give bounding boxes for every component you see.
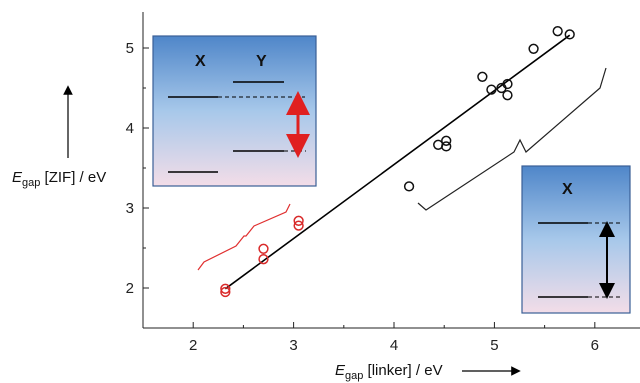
red-data-point bbox=[293, 215, 304, 226]
red-group-bracket bbox=[197, 203, 291, 271]
svg-text:Egap [ZIF] / eV: Egap [ZIF] / eV bbox=[12, 169, 106, 189]
red-data-point bbox=[220, 283, 231, 294]
y-axis-text: [ZIF] / eV bbox=[40, 169, 106, 186]
black-data-point bbox=[477, 71, 488, 82]
x-ticks: 2 3 4 5 6 bbox=[142, 322, 599, 354]
black-data-point bbox=[441, 141, 452, 152]
svg-text:Egap [linker] / eV: Egap [linker] / eV bbox=[335, 362, 443, 382]
x-axis-title: Egap [linker] / eV bbox=[335, 362, 521, 382]
red-data-point bbox=[258, 243, 269, 254]
inset-xy-label-x: X bbox=[195, 53, 206, 70]
y-axis-symbol: E bbox=[12, 169, 23, 186]
y-tick-label-3: 3 bbox=[126, 200, 134, 217]
x-tick-label-4: 4 bbox=[390, 337, 398, 354]
inset-x-frame bbox=[521, 165, 631, 314]
red-data-point bbox=[293, 220, 304, 231]
inset-x-label-x: X bbox=[562, 181, 573, 198]
black-data-point bbox=[441, 135, 452, 146]
inset-x-diagram: X bbox=[521, 165, 631, 314]
x-tick-label-6: 6 bbox=[591, 337, 599, 354]
red-data-point bbox=[258, 254, 269, 265]
x-axis-text: [linker] / eV bbox=[363, 362, 442, 379]
data-points bbox=[220, 26, 575, 298]
inset-xy-label-y: Y bbox=[256, 53, 267, 70]
x-tick-label-5: 5 bbox=[490, 337, 498, 354]
black-data-point bbox=[564, 29, 575, 40]
black-data-point bbox=[502, 78, 513, 90]
x-tick-label-2: 2 bbox=[189, 337, 197, 354]
y-axis-subscript: gap bbox=[22, 177, 40, 189]
y-axis-title: Egap [ZIF] / eV bbox=[12, 85, 106, 189]
x-axis-symbol: E bbox=[335, 362, 346, 379]
y-tick-label-4: 4 bbox=[126, 120, 134, 137]
black-group-bracket bbox=[417, 67, 607, 211]
inset-xy-frame bbox=[152, 35, 317, 187]
fit-line-group bbox=[224, 34, 571, 290]
black-data-point bbox=[552, 26, 563, 37]
black-data-point bbox=[403, 181, 415, 192]
y-ticks: 2 3 4 5 bbox=[126, 40, 149, 329]
black-data-point bbox=[528, 43, 539, 54]
x-axis-subscript: gap bbox=[345, 370, 363, 382]
red-data-point bbox=[220, 286, 231, 298]
y-tick-label-2: 2 bbox=[126, 280, 134, 297]
x-tick-label-3: 3 bbox=[289, 337, 297, 354]
black-data-point bbox=[486, 84, 497, 95]
fit-line bbox=[224, 34, 571, 290]
black-data-point bbox=[502, 90, 513, 101]
y-tick-label-5: 5 bbox=[126, 40, 134, 57]
axes: 2 3 4 5 6 2 3 4 5 bbox=[126, 12, 640, 354]
inset-xy-diagram: X Y bbox=[152, 35, 317, 187]
